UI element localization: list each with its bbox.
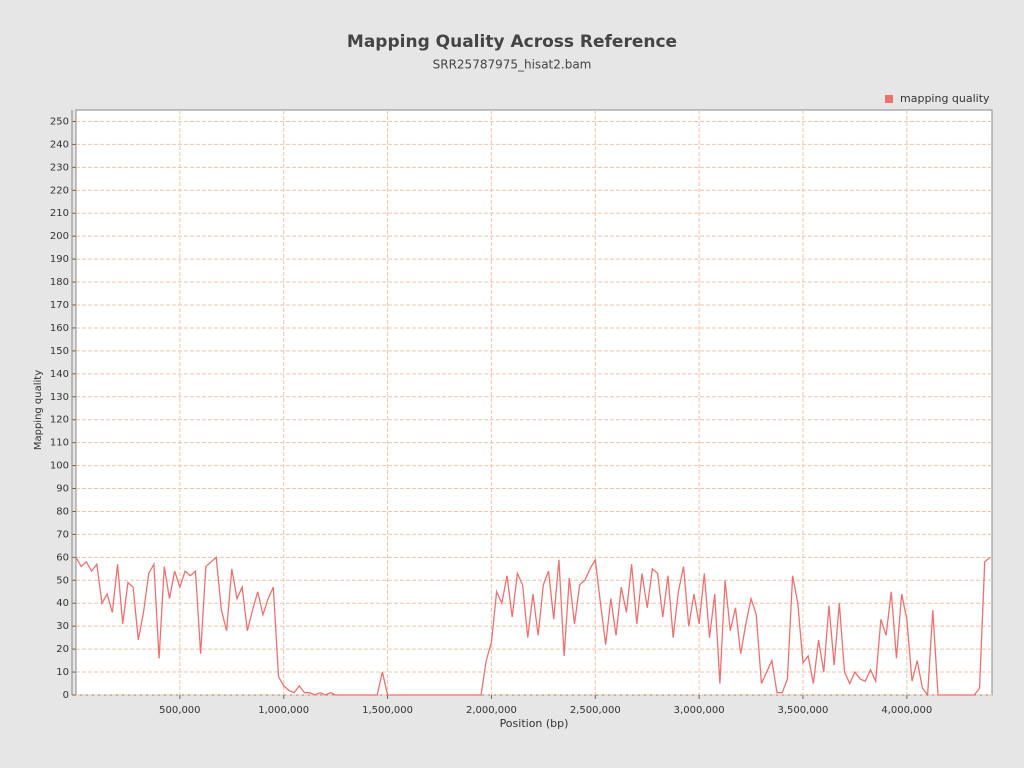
legend-label: mapping quality <box>900 92 990 105</box>
legend-swatch <box>885 95 893 103</box>
y-tick-label: 170 <box>50 300 69 311</box>
y-tick-label: 200 <box>50 231 69 242</box>
y-tick-label: 60 <box>56 552 69 563</box>
data-line <box>75 556 991 697</box>
x-tick-label: 2,500,000 <box>570 705 621 716</box>
y-tick-label: 250 <box>50 116 69 127</box>
y-tick-label: 240 <box>50 139 69 150</box>
y-tick-label: 190 <box>50 254 69 265</box>
y-tick-label: 90 <box>56 484 69 495</box>
y-tick-label: 40 <box>56 598 69 609</box>
y-tick-label: 70 <box>56 529 69 540</box>
y-tick-label: 80 <box>56 506 69 517</box>
y-tick-label: 110 <box>50 438 69 449</box>
y-tick-label: 100 <box>50 461 69 472</box>
x-tick-label: 1,500,000 <box>362 705 413 716</box>
y-tick-label: 140 <box>50 369 69 380</box>
y-tick-label: 150 <box>50 346 69 357</box>
y-tick-label: 160 <box>50 323 69 334</box>
x-tick-label: 500,000 <box>159 705 200 716</box>
y-axis-label: Mapping quality <box>33 370 44 450</box>
y-tick-label: 20 <box>56 644 69 655</box>
y-tick-label: 50 <box>56 575 69 586</box>
y-tick-label: 220 <box>50 185 69 196</box>
legend: mapping quality <box>885 92 990 105</box>
x-tick-label: 3,500,000 <box>778 705 829 716</box>
y-tick-label: 210 <box>50 208 69 219</box>
y-tick-label: 30 <box>56 621 69 632</box>
y-tick-label: 130 <box>50 392 69 403</box>
y-tick-label: 180 <box>50 277 69 288</box>
y-tick-label: 230 <box>50 162 69 173</box>
x-tick-label: 4,000,000 <box>881 705 932 716</box>
chart-subtitle: SRR25787975_hisat2.bam <box>433 58 592 72</box>
x-tick-label: 3,000,000 <box>674 705 725 716</box>
y-tick-label: 0 <box>63 690 69 701</box>
y-tick-label: 120 <box>50 415 69 426</box>
chart-title: Mapping Quality Across Reference <box>347 32 677 52</box>
x-axis-label: Position (bp) <box>500 717 569 730</box>
x-tick-label: 2,000,000 <box>466 705 517 716</box>
y-tick-label: 10 <box>56 667 69 678</box>
x-tick-label: 1,000,000 <box>258 705 309 716</box>
